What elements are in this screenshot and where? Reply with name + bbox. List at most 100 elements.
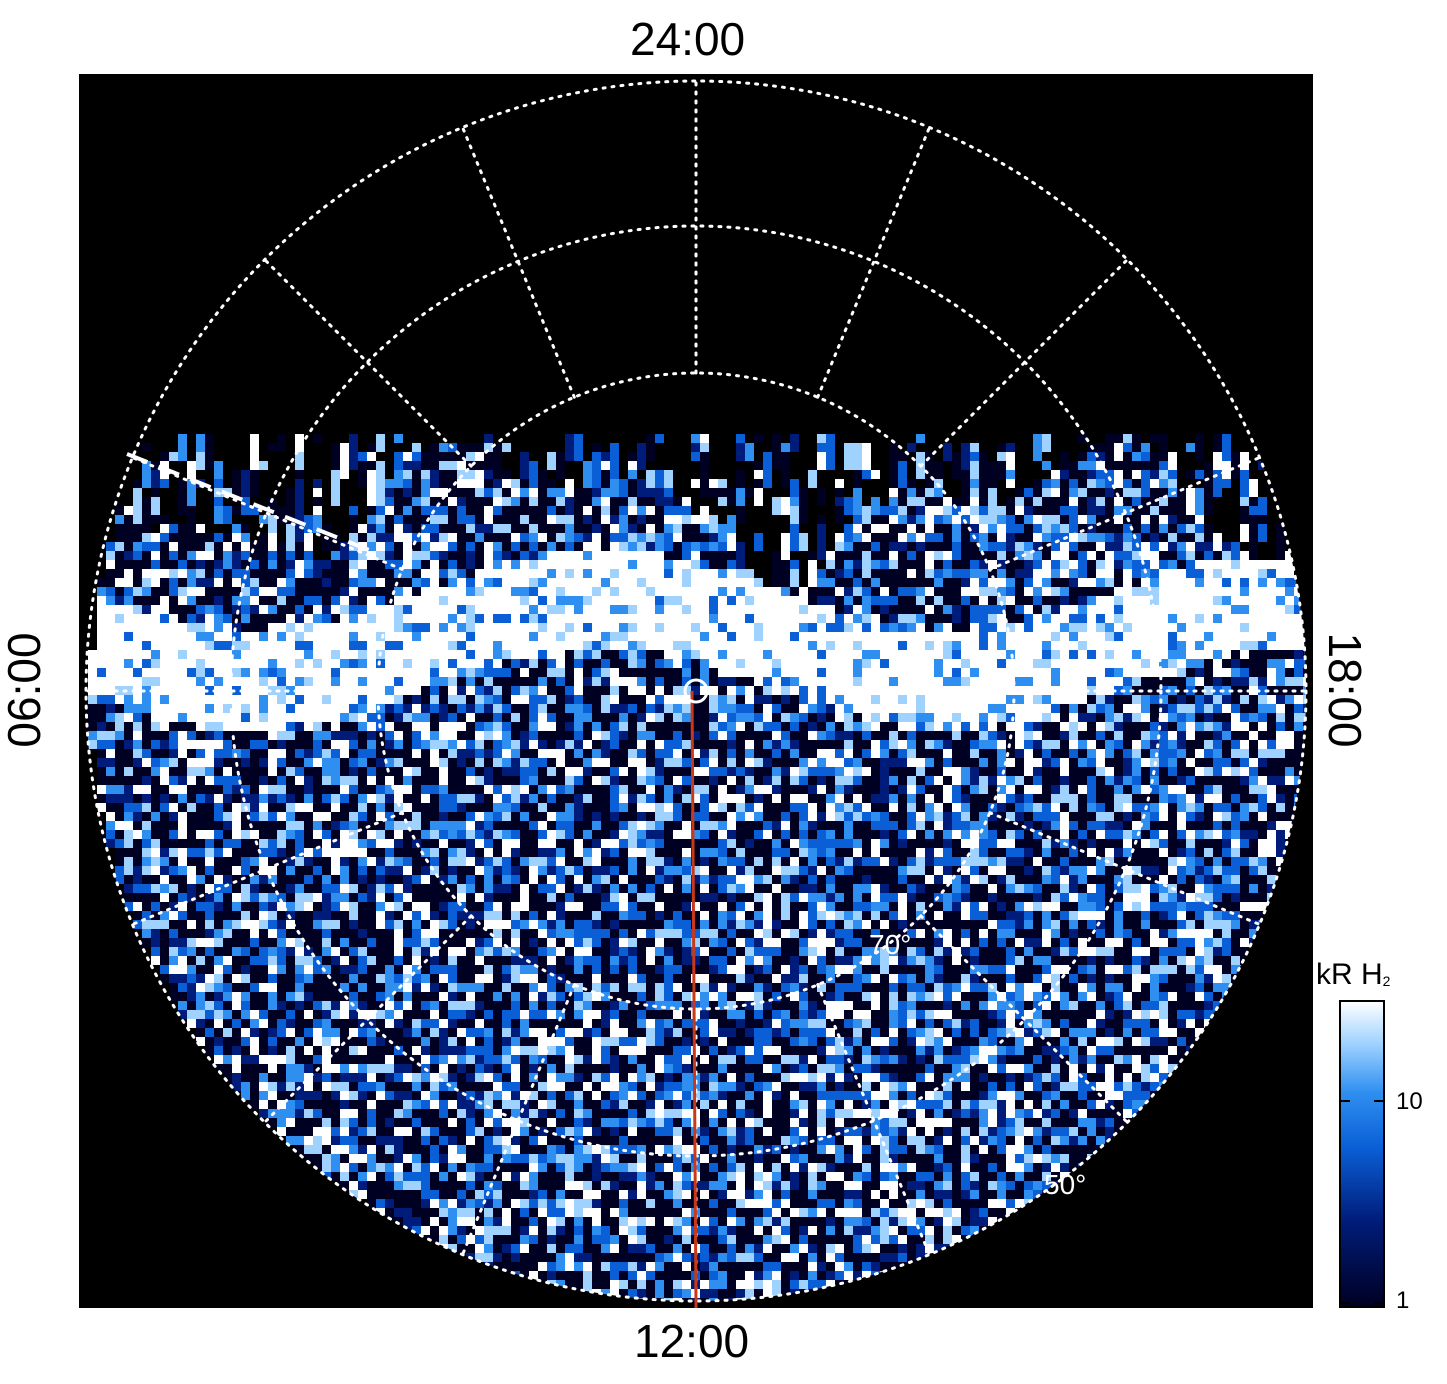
emission-pixel: [151, 623, 160, 632]
emission-pixel: [943, 704, 952, 713]
emission-pixel: [1213, 704, 1222, 713]
emission-pixel: [763, 785, 772, 794]
emission-pixel: [682, 758, 691, 767]
emission-pixel: [583, 767, 592, 776]
emission-pixel: [628, 731, 637, 740]
emission-pixel: [988, 623, 997, 632]
emission-pixel: [916, 740, 925, 749]
emission-pixel: [520, 785, 529, 794]
emission-pixel: [1078, 740, 1087, 749]
emission-pixel: [610, 668, 619, 677]
emission-pixel: [709, 650, 718, 659]
emission-pixel: [1105, 605, 1114, 614]
emission-pixel: [943, 803, 952, 812]
emission-pixel: [259, 713, 268, 722]
emission-pixel: [745, 812, 754, 821]
emission-pixel: [808, 794, 817, 803]
emission-pixel: [583, 776, 592, 785]
emission-pixel: [844, 542, 853, 551]
emission-pixel: [421, 479, 430, 488]
emission-pixel: [106, 731, 115, 740]
emission-pixel: [1015, 731, 1024, 740]
emission-pixel: [331, 470, 340, 506]
emission-pixel: [1123, 731, 1132, 740]
emission-pixel: [817, 722, 826, 731]
emission-pixel: [277, 695, 286, 704]
emission-pixel: [943, 758, 952, 767]
emission-pixel: [1258, 695, 1267, 704]
emission-pixel: [1222, 785, 1231, 794]
emission-pixel: [511, 785, 520, 794]
emission-pixel: [898, 461, 907, 488]
emission-pixel: [196, 668, 205, 677]
emission-pixel: [646, 542, 655, 551]
emission-pixel: [286, 767, 295, 776]
emission-pixel: [169, 551, 178, 560]
emission-pixel: [448, 767, 457, 776]
emission-pixel: [268, 803, 277, 812]
emission-pixel: [655, 605, 664, 614]
emission-pixel: [277, 434, 286, 452]
emission-pixel: [763, 812, 772, 821]
emission-pixel: [817, 704, 826, 713]
emission-pixel: [1087, 794, 1096, 803]
emission-pixel: [196, 704, 205, 713]
emission-pixel: [124, 776, 133, 785]
emission-pixel: [628, 542, 637, 551]
emission-pixel: [421, 713, 430, 722]
emission-pixel: [493, 605, 502, 614]
emission-pixel: [133, 713, 142, 722]
emission-pixel: [403, 704, 412, 713]
emission-pixel: [637, 713, 646, 722]
emission-pixel: [1033, 749, 1042, 758]
emission-pixel: [610, 632, 619, 641]
emission-pixel: [961, 740, 970, 749]
emission-pixel: [853, 749, 862, 758]
emission-pixel: [466, 488, 475, 497]
emission-pixel: [277, 722, 286, 731]
emission-pixel: [349, 776, 358, 785]
emission-pixel: [646, 758, 655, 767]
emission-pixel: [430, 713, 439, 722]
emission-pixel: [160, 650, 169, 659]
emission-pixel: [664, 578, 673, 587]
emission-pixel: [709, 758, 718, 767]
emission-pixel: [133, 821, 142, 830]
emission-pixel: [1015, 668, 1024, 677]
emission-pixel: [367, 569, 376, 578]
emission-pixel: [250, 812, 259, 821]
emission-pixel: [619, 767, 628, 776]
emission-pixel: [277, 821, 286, 830]
emission-pixel: [502, 695, 511, 704]
emission-pixel: [187, 731, 196, 740]
emission-pixel: [637, 803, 646, 812]
emission-pixel: [826, 731, 835, 740]
emission-pixel: [889, 785, 898, 794]
emission-pixel: [448, 605, 457, 614]
emission-pixel: [871, 722, 880, 731]
emission-pixel: [1015, 713, 1024, 722]
emission-pixel: [232, 704, 241, 713]
emission-pixel: [538, 668, 547, 677]
emission-pixel: [997, 695, 1006, 704]
emission-pixel: [142, 731, 151, 740]
emission-pixel: [133, 614, 142, 623]
emission-pixel: [403, 803, 412, 812]
emission-pixel: [1231, 713, 1240, 722]
emission-pixel: [817, 749, 826, 758]
emission-pixel: [826, 596, 835, 605]
emission-pixel: [538, 767, 547, 776]
emission-pixel: [862, 785, 871, 794]
emission-pixel: [412, 803, 421, 812]
emission-pixel: [430, 785, 439, 794]
emission-pixel: [1132, 434, 1141, 443]
emission-pixel: [367, 785, 376, 794]
emission-pixel: [151, 776, 160, 785]
emission-pixel: [1267, 803, 1276, 812]
emission-pixel: [448, 776, 457, 785]
emission-pixel: [268, 722, 277, 731]
emission-pixel: [439, 776, 448, 785]
emission-pixel: [1213, 470, 1222, 497]
emission-pixel: [340, 704, 349, 713]
emission-pixel: [331, 821, 340, 830]
